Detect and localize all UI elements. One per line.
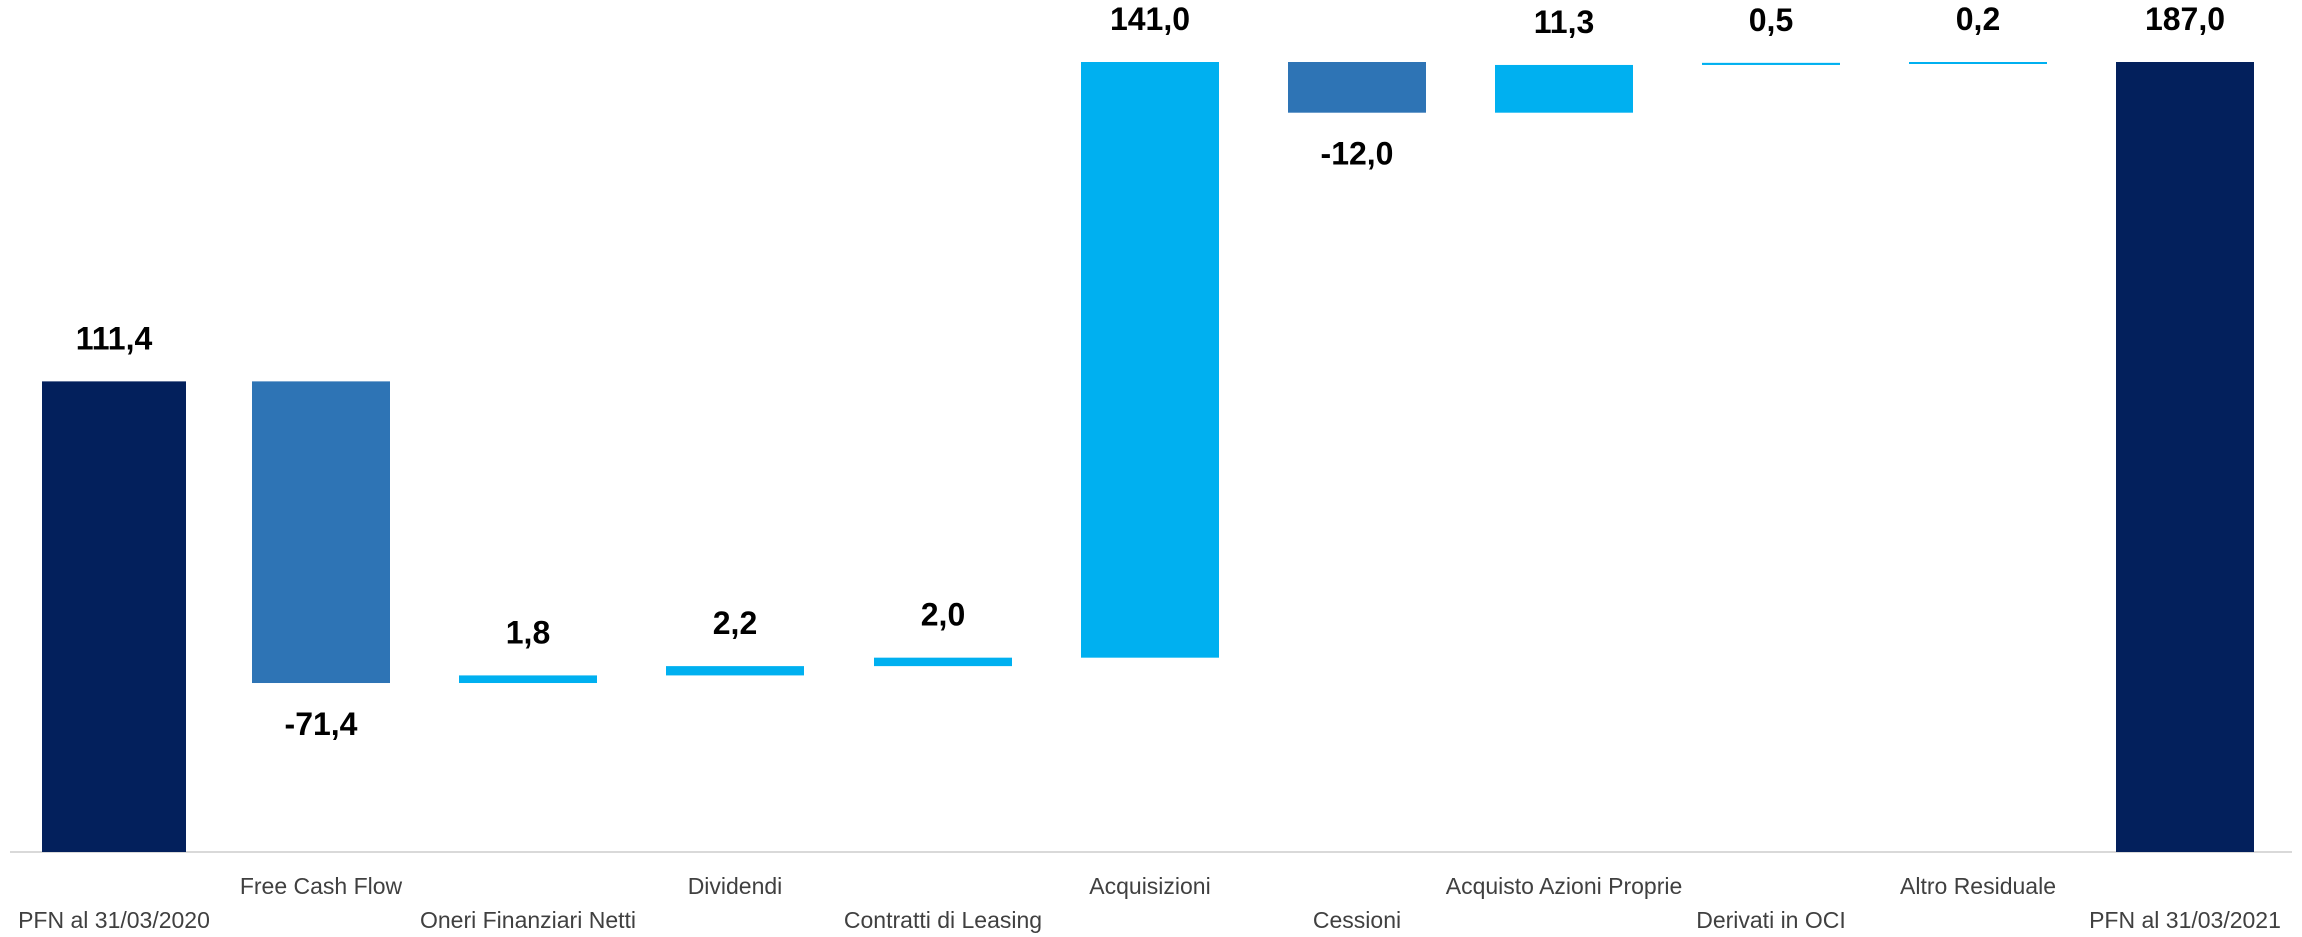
category-label-1: PFN al 31/03/2020 — [18, 907, 210, 933]
category-labels-group: PFN al 31/03/2020 Free Cash Flow Oneri Fin… — [18, 873, 2281, 933]
value-label-10: 0,2 — [1956, 1, 2000, 37]
value-label-8: 11,3 — [1534, 4, 1595, 40]
value-label-7: -12,0 — [1321, 136, 1394, 172]
bar-5 — [874, 657, 1012, 667]
category-label-4: Dividendi — [688, 873, 783, 899]
category-label-3: Oneri Finanziari Netti — [420, 907, 636, 933]
value-label-2: -71,4 — [285, 706, 358, 742]
category-label-8: Acquisto Azioni Proprie — [1446, 873, 1683, 899]
value-label-4: 2,2 — [713, 605, 757, 641]
bar-6 — [1081, 62, 1219, 658]
bar-11 — [2116, 62, 2254, 852]
value-labels-group: 111,4 -71,4 1,8 2,2 2,0 141,0 -12,0 11,3 0,5 0,2 1… — [76, 1, 2225, 742]
bar-10 — [1909, 62, 2047, 64]
bars-group — [42, 62, 2254, 852]
bar-8 — [1495, 64, 1633, 113]
category-label-7: Cessioni — [1313, 907, 1401, 933]
category-label-11: PFN al 31/03/2021 — [2089, 907, 2281, 933]
value-label-6: 141,0 — [1110, 1, 1190, 37]
bar-3 — [459, 675, 597, 684]
bar-1 — [42, 381, 186, 852]
category-label-6: Acquisizioni — [1089, 873, 1210, 899]
value-label-3: 1,8 — [506, 614, 550, 650]
bar-7 — [1288, 62, 1426, 113]
bar-9 — [1702, 62, 1840, 65]
category-label-2: Free Cash Flow — [240, 873, 403, 899]
value-label-1: 111,4 — [76, 320, 153, 356]
bar-2 — [252, 381, 390, 684]
category-label-9: Derivati in OCI — [1696, 907, 1846, 933]
value-label-9: 0,5 — [1749, 2, 1793, 38]
bar-4 — [666, 666, 804, 676]
category-label-10: Altro Residuale — [1900, 873, 2056, 899]
value-label-11: 187,0 — [2145, 1, 2225, 37]
category-label-5: Contratti di Leasing — [844, 907, 1042, 933]
value-label-5: 2,0 — [921, 597, 965, 633]
